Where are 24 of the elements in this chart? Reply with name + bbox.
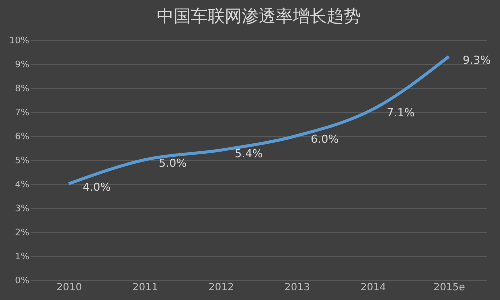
y-tick-label: 4% [15, 180, 30, 190]
y-tick-label: 10% [9, 36, 30, 46]
x-tick-label: 2012 [208, 282, 234, 294]
y-tick-label: 5% [15, 156, 30, 166]
x-tick-label: 2014 [360, 282, 386, 294]
text: 7.1% [387, 106, 415, 120]
y-tick-label: 2% [15, 228, 30, 238]
x-tick-label: 2013 [284, 282, 310, 294]
y-tick-label: 6% [15, 132, 30, 142]
y-tick-label: 0% [15, 276, 30, 286]
y-tick-label: 8% [15, 84, 30, 94]
text: 5.4% [235, 147, 263, 160]
y-tick-label: 9% [15, 60, 30, 70]
text: 5.0% [159, 157, 187, 170]
x-tick-label: 2015e [434, 282, 466, 294]
text: 9.3% [463, 54, 491, 67]
y-tick-label: 1% [15, 252, 30, 262]
y-tick-label: 7% [15, 108, 30, 118]
x-tick-label: 2011 [132, 282, 158, 294]
text: 4.0% [83, 181, 111, 194]
y-tick-label: 3% [15, 204, 30, 214]
x-tick-label: 2010 [56, 282, 82, 294]
text: 6.0% [311, 133, 339, 146]
chart-title: 中国车联网渗透率增长趋势 [157, 7, 361, 27]
